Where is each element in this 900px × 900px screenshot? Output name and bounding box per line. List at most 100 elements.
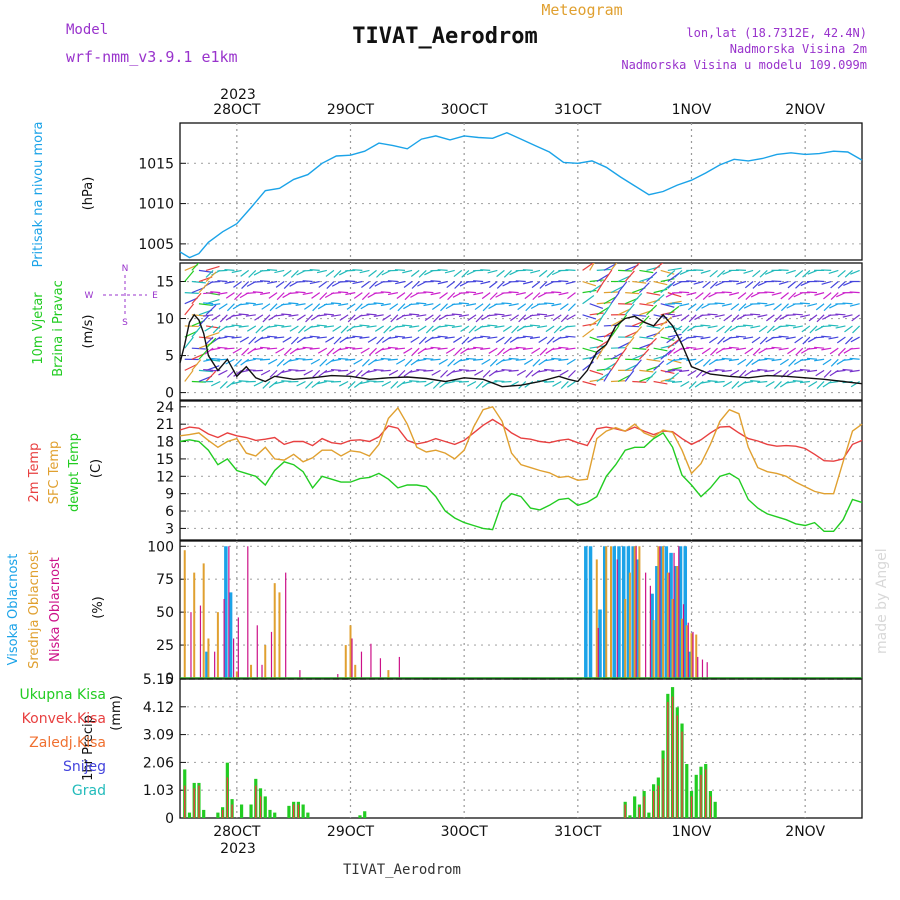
wind-arrow <box>836 336 846 344</box>
wind-arrow <box>735 347 747 351</box>
wind-arrow <box>582 295 595 305</box>
total_precip-bar <box>216 812 220 818</box>
wind-arrow <box>359 324 370 327</box>
wind-arrow <box>366 303 377 306</box>
wind-arrow <box>807 269 818 275</box>
wind-arrow <box>646 271 658 282</box>
wind-arrow <box>318 281 328 288</box>
mid_cloud-bar <box>278 592 281 678</box>
wind-arrow <box>660 278 675 283</box>
wind-arrow <box>359 314 370 317</box>
wind-arrow <box>345 292 356 296</box>
wind-arrow <box>566 358 576 366</box>
wind-arrow <box>416 292 427 294</box>
wind-arrow <box>639 303 654 307</box>
wind-arrow <box>387 346 398 349</box>
wind-arrow <box>638 315 650 327</box>
wind-arrow <box>373 314 384 317</box>
wind-arrow <box>340 325 349 334</box>
y-tick-label: 25 <box>156 638 174 654</box>
wind-arrow <box>475 314 484 323</box>
wind-arrow <box>218 369 228 376</box>
wind-arrow <box>758 325 768 333</box>
wind-arrow <box>700 314 711 317</box>
mid_cloud-bar <box>652 620 655 678</box>
wind-arrow <box>617 347 627 360</box>
wind-arrow <box>750 313 761 316</box>
wind-arrow <box>191 359 202 371</box>
conv_precip-bar <box>700 774 702 818</box>
low_cloud-bar <box>337 674 339 678</box>
high_cloud-bar <box>588 546 593 678</box>
chart-subtitle: Meteogram <box>541 1 622 19</box>
panel-pressure: 1005 1010 1015 Pritisak na nivou mora (hPa) <box>31 122 863 267</box>
wind-arrow <box>672 380 683 384</box>
wind-arrow <box>596 340 609 349</box>
top-day-label: 29OCT <box>327 102 375 118</box>
wind-arrow <box>603 296 617 305</box>
wind-arrow <box>191 292 202 305</box>
wind-arrow <box>345 280 356 283</box>
wind-arrow <box>721 303 732 307</box>
wind-arrow <box>267 347 278 350</box>
low_cloud-bar <box>270 631 273 678</box>
low_cloud-bar <box>706 662 708 678</box>
wind-arrow <box>473 358 484 361</box>
precip-legend-item: Ukupna Kisa <box>19 687 106 703</box>
wind-arrow <box>773 381 782 389</box>
low_cloud-bar <box>692 631 694 678</box>
wind-arrow <box>771 280 782 283</box>
wind-arrow <box>397 369 406 378</box>
wind-arrow <box>515 346 526 349</box>
wind-arrow <box>610 325 620 338</box>
wind-arrow <box>380 280 391 283</box>
wind-arrow <box>218 303 228 310</box>
wind-arrow <box>352 347 363 350</box>
wind-arrow <box>667 366 682 371</box>
wind-arrow <box>778 269 789 272</box>
wind-arrow <box>646 325 661 329</box>
wind-arrow <box>268 292 278 299</box>
wind-arrow <box>234 292 242 301</box>
wind-arrow <box>338 347 349 351</box>
wind-arrow <box>728 336 739 339</box>
wind-arrow <box>198 282 210 294</box>
y-tick-label: 3 <box>165 521 174 537</box>
top-day-label: 28OCT <box>213 102 261 118</box>
wind-arrow <box>731 381 740 389</box>
wind-arrow <box>596 346 605 360</box>
wind-arrow <box>416 302 427 305</box>
wind-arrow <box>253 380 264 387</box>
wind-arrow <box>792 369 803 373</box>
wind-arrow <box>707 369 718 373</box>
wind-arrow <box>338 369 349 372</box>
wind-arrow <box>240 358 250 366</box>
wind-arrow <box>247 347 257 355</box>
wind-arrow <box>416 358 427 362</box>
high_cloud-bar <box>659 546 664 678</box>
total_precip-bar <box>306 812 310 818</box>
wind-arrow <box>773 314 782 323</box>
wind-arrow <box>708 336 718 344</box>
wind-arrow <box>617 308 631 316</box>
wind-arrow <box>366 313 377 316</box>
wind-arrow <box>764 347 775 350</box>
wind-arrow <box>198 269 213 273</box>
wind-arrow <box>331 302 342 305</box>
wind-arrow <box>446 369 456 377</box>
wind-arrow <box>276 292 285 301</box>
wind-arrow <box>687 303 697 311</box>
wind-arrow <box>737 358 747 366</box>
wind-arrow <box>373 368 384 371</box>
model-label: Model <box>66 22 108 38</box>
y-tick-label: 15 <box>156 275 174 291</box>
y-tick-label: 10 <box>156 312 174 328</box>
mid_cloud-bar <box>657 546 660 678</box>
wind-arrow <box>332 325 342 332</box>
wind-arrow <box>558 346 569 349</box>
y-tick-label: 5.15 <box>143 672 174 688</box>
wind-arrow <box>394 325 406 328</box>
wind-arrow <box>480 280 491 285</box>
wind-arrow <box>494 380 505 383</box>
wind-arrow <box>259 346 271 349</box>
